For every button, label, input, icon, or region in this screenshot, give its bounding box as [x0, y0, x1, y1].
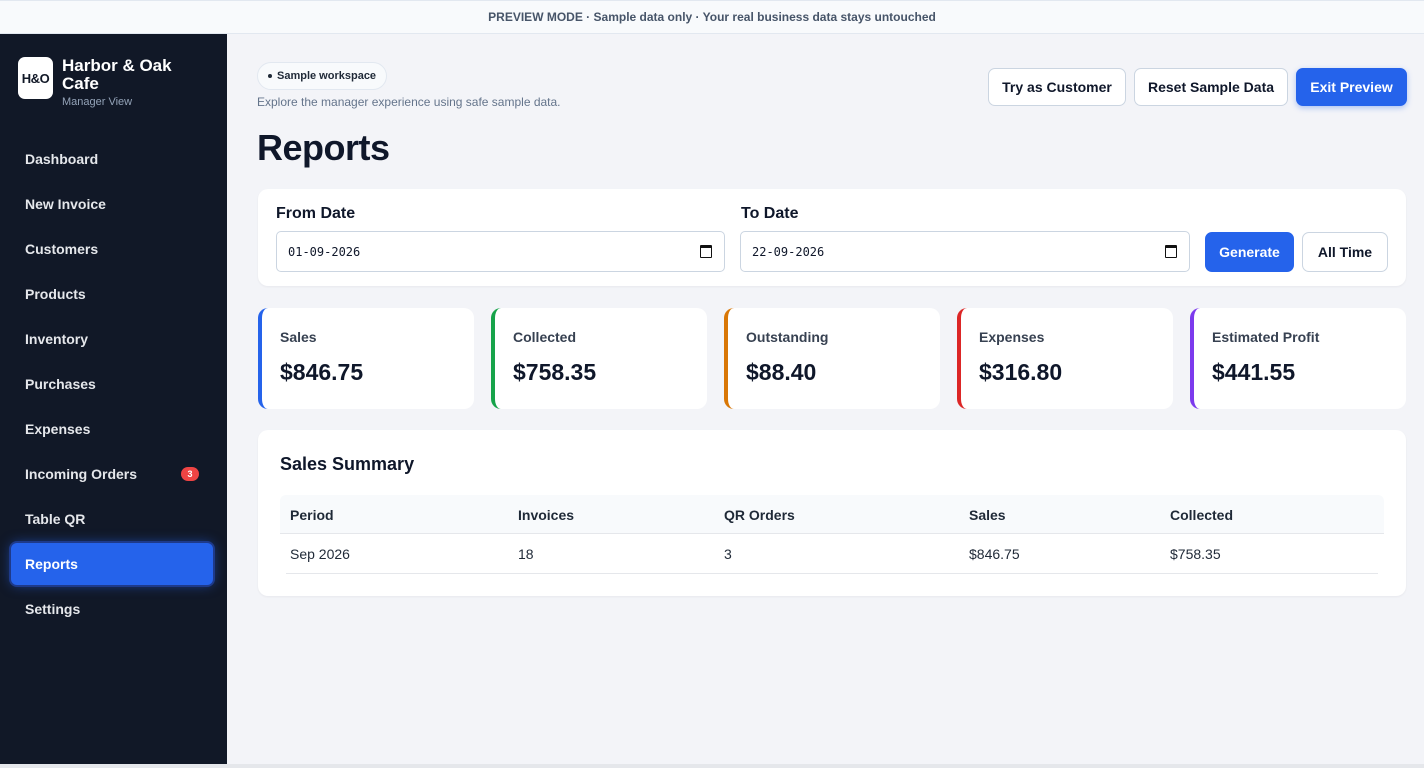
page-subtitle: Explore the manager experience using saf…	[257, 95, 561, 109]
stat-value: $441.55	[1212, 359, 1296, 385]
stat-card-sales: Sales $846.75	[258, 308, 474, 409]
stat-value: $758.35	[513, 359, 597, 385]
sidebar-item-table-qr[interactable]: Table QR	[11, 498, 213, 540]
sidebar-item-dashboard[interactable]: Dashboard	[11, 138, 213, 180]
sidebar-item-expenses[interactable]: Expenses	[11, 408, 213, 450]
calendar-icon[interactable]	[700, 245, 712, 258]
page-title: Reports	[257, 127, 390, 168]
to-date-input[interactable]: 22-09-2026	[740, 231, 1190, 272]
from-date-input[interactable]: 01-09-2026	[276, 231, 725, 272]
sidebar-item-label: Inventory	[25, 331, 89, 347]
sidebar-item-new-invoice[interactable]: New Invoice	[11, 183, 213, 225]
sales-summary-title: Sales Summary	[280, 454, 415, 474]
window-bottom-edge	[0, 764, 1424, 768]
column-header-qr-orders[interactable]: QR Orders	[724, 506, 795, 523]
sidebar-item-label: Dashboard	[25, 151, 99, 167]
sidebar-item-label: Table QR	[25, 511, 86, 527]
stat-label: Expenses	[979, 329, 1045, 345]
stat-label: Sales	[280, 329, 317, 345]
sidebar-item-label: New Invoice	[25, 196, 106, 212]
from-date-label: From Date	[276, 205, 356, 222]
generate-button[interactable]: Generate	[1205, 232, 1294, 272]
stat-label: Estimated Profit	[1212, 329, 1320, 345]
stat-value: $88.40	[746, 359, 817, 385]
incoming-orders-badge: 3	[181, 467, 199, 481]
sidebar-item-label: Reports	[25, 556, 78, 572]
brand-subtitle: Manager View	[62, 96, 133, 108]
sales-summary-card: Sales Summary Period Invoices QR Orders …	[258, 430, 1406, 596]
sidebar-item-label: Customers	[25, 241, 99, 257]
bullet-icon	[268, 74, 272, 78]
sidebar-item-label: Settings	[25, 601, 81, 617]
brand-logo: H&O	[18, 57, 53, 99]
sidebar-item-purchases[interactable]: Purchases	[11, 363, 213, 405]
try-as-customer-button[interactable]: Try as Customer	[988, 68, 1126, 106]
stat-card-estimated-profit: Estimated Profit $441.55	[1190, 308, 1406, 409]
stat-label: Collected	[513, 329, 577, 345]
reset-sample-data-button[interactable]: Reset Sample Data	[1134, 68, 1288, 106]
brand-name: Harbor & Oak Cafe	[62, 56, 172, 93]
preview-banner: PREVIEW MODE · Sample data only · Your r…	[0, 0, 1424, 34]
stat-value: $846.75	[280, 359, 364, 385]
stat-card-expenses: Expenses $316.80	[957, 308, 1173, 409]
pill-label: Sample workspace	[277, 70, 377, 82]
column-header-sales[interactable]: Sales	[969, 506, 1006, 523]
sidebar-item-label: Products	[25, 286, 86, 302]
sidebar-item-settings[interactable]: Settings	[11, 588, 213, 630]
cell-period: Sep 2026	[290, 546, 350, 562]
cell-invoices: 18	[518, 546, 534, 562]
sidebar-item-customers[interactable]: Customers	[11, 228, 213, 270]
stat-value: $316.80	[979, 359, 1063, 385]
sidebar-item-inventory[interactable]: Inventory	[11, 318, 213, 360]
column-header-invoices[interactable]: Invoices	[518, 506, 575, 523]
stat-card-collected: Collected $758.35	[491, 308, 707, 409]
sample-workspace-pill: Sample workspace	[257, 62, 388, 90]
stat-label: Outstanding	[746, 329, 829, 345]
stat-card-outstanding: Outstanding $88.40	[724, 308, 940, 409]
sidebar-item-products[interactable]: Products	[11, 273, 213, 315]
to-date-value: 22-09-2026	[752, 244, 825, 259]
table-header: Period Invoices QR Orders Sales Collecte…	[280, 495, 1384, 534]
sidebar-item-label: Purchases	[25, 376, 96, 392]
column-header-period[interactable]: Period	[290, 506, 334, 523]
exit-preview-button[interactable]: Exit Preview	[1296, 68, 1407, 106]
table-row: Sep 2026 18 3 $846.75 $758.35	[286, 534, 1378, 574]
sidebar-item-reports[interactable]: Reports	[11, 543, 213, 585]
sidebar-item-label: Incoming Orders	[25, 466, 138, 482]
sidebar: H&O Harbor & Oak Cafe Manager View Dashb…	[0, 34, 227, 764]
from-date-value: 01-09-2026	[288, 244, 361, 259]
to-date-label: To Date	[741, 205, 799, 222]
main-content: Sample workspace Explore the manager exp…	[227, 34, 1424, 764]
cell-qr-orders: 3	[724, 546, 732, 562]
sidebar-item-label: Expenses	[25, 421, 91, 437]
cell-collected: $758.35	[1170, 546, 1221, 562]
cell-sales: $846.75	[969, 546, 1020, 562]
date-filter-card: From Date 01-09-2026 To Date 22-09-2026 …	[258, 189, 1406, 286]
brand: H&O Harbor & Oak Cafe Manager View	[18, 57, 212, 108]
all-time-button[interactable]: All Time	[1302, 232, 1388, 272]
column-header-collected[interactable]: Collected	[1170, 506, 1234, 523]
sidebar-item-incoming-orders[interactable]: Incoming Orders 3	[11, 453, 213, 495]
calendar-icon[interactable]	[1165, 245, 1177, 258]
sidebar-nav: Dashboard New Invoice Customers Products…	[11, 138, 213, 633]
